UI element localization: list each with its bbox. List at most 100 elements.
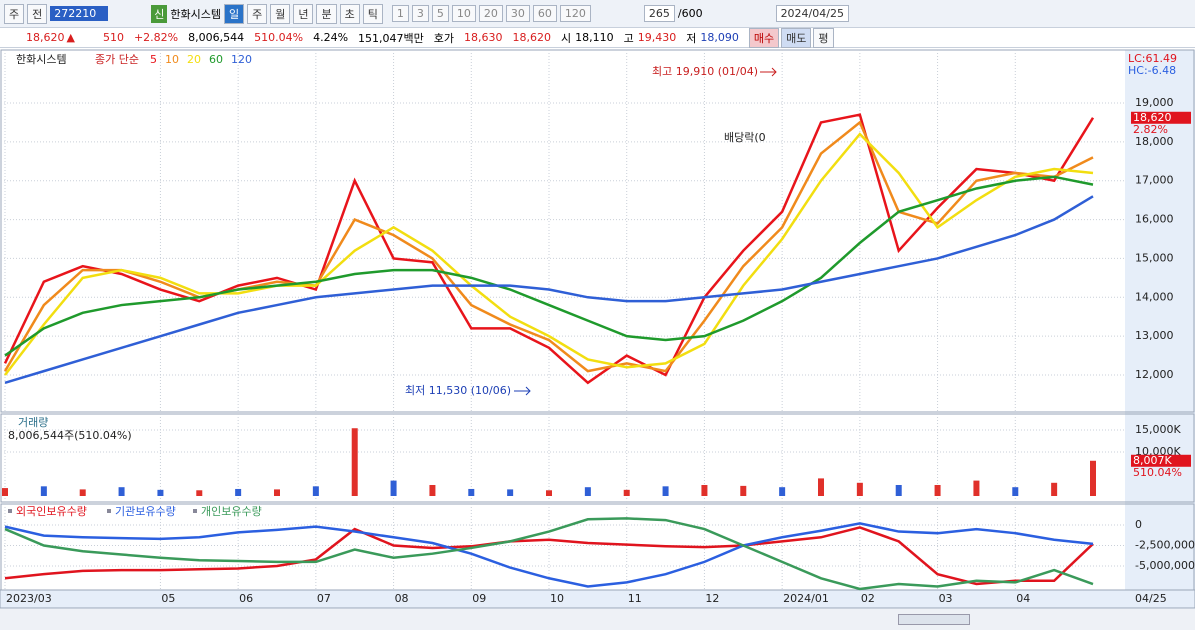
period[interactable]: 주 xyxy=(247,3,268,24)
scroll-thumb[interactable] xyxy=(898,614,970,625)
ask: 18,630 xyxy=(464,31,503,44)
x-tick-label: 11 xyxy=(628,592,642,605)
panel-subtitle: 8,006,544주(510.04%) xyxy=(8,429,132,442)
volume-bar xyxy=(973,480,980,496)
button[interactable]: 전 xyxy=(27,3,48,24)
volume-bar xyxy=(779,487,786,496)
interval[interactable]: 3 xyxy=(411,5,429,22)
period[interactable]: 월 xyxy=(270,3,291,24)
open: 18,110 xyxy=(575,31,614,44)
volume-bar xyxy=(429,484,436,496)
y-tick-label: 15,000K xyxy=(1135,423,1181,436)
y-tick-label: 0 xyxy=(1135,518,1142,531)
volume-bar xyxy=(856,482,863,496)
y-tick-label: 14,000 xyxy=(1135,290,1174,303)
series-line xyxy=(4,195,1094,384)
label: 저 xyxy=(686,31,697,45)
x-tick-label: 12 xyxy=(705,592,719,605)
y-tick-label: 12,000 xyxy=(1135,368,1174,381)
series-line xyxy=(4,526,1094,586)
button[interactable]: 주 xyxy=(4,3,25,24)
x-axis-band xyxy=(0,589,1195,608)
interval[interactable]: 60 xyxy=(532,5,557,22)
current-label: 8,007K xyxy=(1133,454,1172,467)
interval[interactable]: 30 xyxy=(505,5,530,22)
buy-button[interactable]: 매수 xyxy=(748,27,780,48)
turnover: 4.24% xyxy=(313,31,349,44)
volume-bar xyxy=(507,489,514,496)
volume-bar xyxy=(79,489,86,496)
total: /600 xyxy=(677,7,703,20)
chart: 2023/03 05 06 07 08 09 10 11 12 2024/01 02 03 04 04/2… xyxy=(0,49,1195,608)
panel-border xyxy=(0,413,1195,503)
interval[interactable]: 1 xyxy=(391,5,409,22)
period[interactable]: 년 xyxy=(293,3,314,24)
volume-bar xyxy=(351,428,358,496)
volume-bar xyxy=(468,488,475,496)
toolbar: 주 전 272210 신 한화시스템 일 주 월 년 분 초 틱 1 3 5 1… xyxy=(0,0,1195,28)
period[interactable]: 틱 xyxy=(362,3,383,24)
current-label: 18,620 xyxy=(1133,111,1172,124)
code-input[interactable]: 272210 xyxy=(50,6,109,21)
annotation: 최고 19,910 (01/04) xyxy=(652,65,758,78)
annotation-arrow xyxy=(514,386,531,396)
volume-bar xyxy=(623,489,630,496)
annotation: 최저 11,530 (10/06) xyxy=(405,384,511,397)
count[interactable]: 265 xyxy=(643,5,675,22)
volume-bar xyxy=(740,485,747,496)
series-line xyxy=(3,120,1094,373)
interval[interactable]: 10 xyxy=(451,5,476,22)
y-tick-label: 16,000 xyxy=(1135,213,1174,226)
volume-rate: 510.04% xyxy=(254,31,304,44)
x-tick-label: 07 xyxy=(317,592,331,605)
y-tick-label: 17,000 xyxy=(1135,174,1174,187)
volume-bar xyxy=(196,490,203,496)
period[interactable]: 분 xyxy=(316,3,337,24)
x-tick-label: 02 xyxy=(861,592,875,605)
x-tick-label: 05 xyxy=(161,592,175,605)
annotation-arrow xyxy=(760,67,777,77)
label: 호가 xyxy=(433,31,455,45)
x-tick-label: 2023/03 xyxy=(6,592,52,605)
date-input[interactable]: 2024/04/25 xyxy=(775,5,849,22)
legend-swatch xyxy=(107,509,111,513)
label: 고 xyxy=(623,31,634,45)
period[interactable]: 초 xyxy=(339,3,360,24)
legend-entry: 60 xyxy=(209,53,223,66)
interval[interactable]: 20 xyxy=(478,5,503,22)
y-tick-label: -5,000,000 xyxy=(1135,559,1195,572)
volume-bar xyxy=(118,487,125,496)
interval[interactable]: 120 xyxy=(559,5,591,22)
x-tick-label: 10 xyxy=(550,592,564,605)
volume-bar xyxy=(390,480,397,496)
volume-bar xyxy=(157,489,164,496)
y-tick-label: 18,000 xyxy=(1135,135,1174,148)
legend-swatch xyxy=(8,509,12,513)
x-tick-label: 2024/01 xyxy=(783,592,829,605)
legend-swatch xyxy=(193,509,197,513)
volume-bar xyxy=(546,490,552,496)
period[interactable]: 일 xyxy=(223,3,245,24)
x-tick-label: 06 xyxy=(239,592,253,605)
scroll-bar[interactable] xyxy=(0,608,1195,630)
legend-entry: 기관보유수량 xyxy=(115,505,176,518)
legend-entry: 5 xyxy=(150,53,157,66)
x-tick-label: 04 xyxy=(1016,592,1030,605)
volume-bar xyxy=(701,484,708,496)
high: 19,430 xyxy=(637,31,677,44)
low: 18,090 xyxy=(700,31,739,44)
bid: 18,620 xyxy=(512,31,552,44)
legend-title: 한화시스템 xyxy=(16,53,67,66)
x-tick-label: 03 xyxy=(939,592,953,605)
axis-background xyxy=(1125,50,1195,608)
sell-button[interactable]: 매도 xyxy=(781,27,812,48)
legend-entry: 개인보유수량 xyxy=(201,505,262,518)
button[interactable]: 평 xyxy=(813,27,834,48)
info-bar: 18,620 ▲ 510 +2.82% 8,006,544 510.04% 4.… xyxy=(0,27,1195,48)
interval[interactable]: 5 xyxy=(431,5,449,22)
current-rate: 2.82% xyxy=(1133,123,1168,136)
x-tick-label: 09 xyxy=(472,592,486,605)
legend-entry: 10 xyxy=(165,53,179,66)
y-tick-label: 13,000 xyxy=(1135,329,1174,342)
